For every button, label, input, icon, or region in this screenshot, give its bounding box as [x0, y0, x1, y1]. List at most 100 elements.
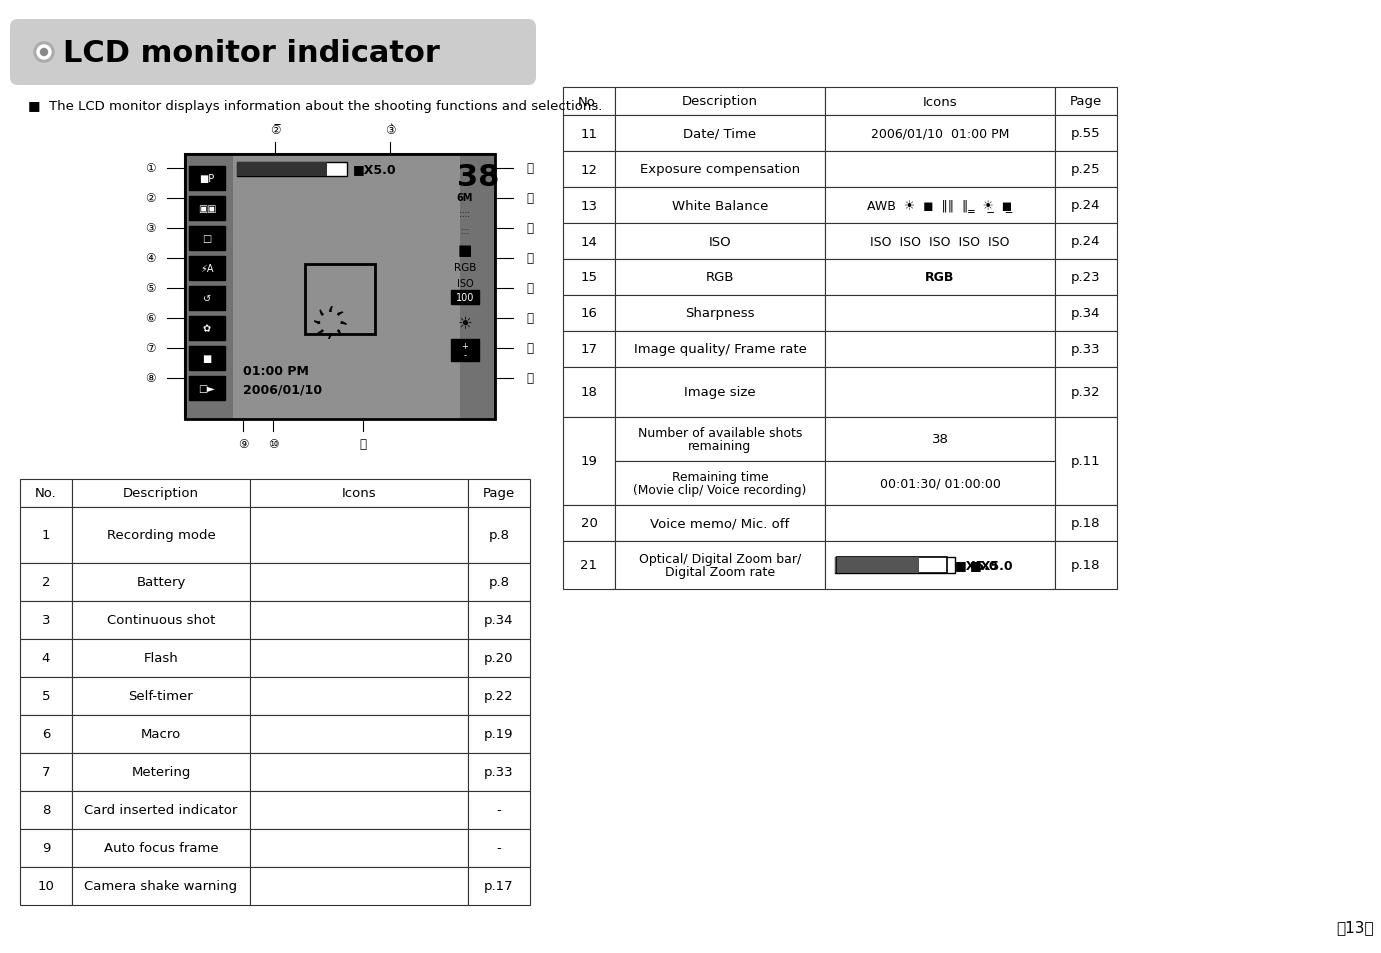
Bar: [452, 291, 479, 305]
Bar: [615, 116, 824, 152]
Text: 15: 15: [580, 272, 598, 284]
Bar: [824, 417, 1055, 461]
Bar: [72, 479, 250, 507]
Bar: [19, 678, 72, 716]
Text: p.24: p.24: [1072, 235, 1101, 248]
Text: 38: 38: [932, 433, 949, 446]
Text: -: -: [497, 841, 501, 855]
Text: 17: 17: [580, 343, 598, 356]
Text: LCD monitor indicator: LCD monitor indicator: [64, 38, 441, 68]
Bar: [468, 601, 530, 639]
Text: Camera shake warning: Camera shake warning: [84, 880, 238, 893]
Text: 100: 100: [456, 293, 474, 303]
Bar: [468, 639, 530, 678]
Bar: [250, 601, 468, 639]
Bar: [468, 829, 530, 867]
Text: 1: 1: [41, 529, 50, 542]
Text: :::: :::: [461, 227, 470, 235]
Bar: [72, 716, 250, 753]
Text: p.22: p.22: [485, 690, 514, 702]
Text: ⑫: ⑫: [526, 372, 533, 385]
Text: Icons: Icons: [341, 487, 376, 500]
Bar: [615, 541, 824, 589]
Bar: [615, 505, 824, 541]
Bar: [615, 188, 824, 224]
Text: 9: 9: [41, 841, 50, 855]
Text: -: -: [497, 803, 501, 817]
Bar: [1055, 188, 1117, 224]
Bar: [250, 753, 468, 791]
Bar: [19, 563, 72, 601]
Bar: [468, 563, 530, 601]
Text: 2006/01/10  01:00 PM: 2006/01/10 01:00 PM: [871, 128, 1010, 140]
Text: p.8: p.8: [489, 529, 510, 542]
Text: ⚡A: ⚡A: [200, 264, 214, 274]
Bar: [1055, 224, 1117, 260]
Bar: [824, 188, 1055, 224]
Text: Date/ Time: Date/ Time: [684, 128, 757, 140]
Text: ④: ④: [145, 253, 155, 265]
Bar: [305, 265, 376, 335]
Text: p.33: p.33: [1072, 343, 1101, 356]
Text: 11: 11: [580, 128, 598, 140]
Bar: [189, 287, 225, 311]
Bar: [185, 154, 494, 419]
Bar: [189, 376, 225, 400]
Bar: [563, 152, 615, 188]
Bar: [563, 224, 615, 260]
Bar: [1055, 368, 1117, 417]
Text: AWB  ☀  ◼  ‖‖  ‖‗  ☀̲  ◼̲: AWB ☀ ◼ ‖‖ ‖‗ ☀̲ ◼̲: [867, 199, 1012, 213]
Bar: [824, 152, 1055, 188]
Text: 16: 16: [580, 307, 598, 320]
Bar: [19, 601, 72, 639]
Bar: [250, 791, 468, 829]
Text: Description: Description: [123, 487, 199, 500]
Text: Auto focus frame: Auto focus frame: [104, 841, 218, 855]
Text: p.19: p.19: [485, 728, 514, 740]
Bar: [824, 368, 1055, 417]
Bar: [563, 260, 615, 295]
Bar: [250, 829, 468, 867]
Text: Continuous shot: Continuous shot: [106, 614, 215, 627]
FancyBboxPatch shape: [10, 20, 536, 86]
Bar: [563, 541, 615, 589]
Text: ■P: ■P: [199, 173, 214, 184]
Bar: [19, 829, 72, 867]
Bar: [1055, 88, 1117, 116]
Bar: [72, 639, 250, 678]
Text: p.55: p.55: [1072, 128, 1101, 140]
Text: ISO: ISO: [457, 278, 474, 289]
Text: 6: 6: [41, 728, 50, 740]
Circle shape: [40, 50, 47, 56]
Text: ✿: ✿: [203, 324, 211, 334]
Text: Page: Page: [1070, 95, 1102, 109]
Text: Recording mode: Recording mode: [106, 529, 215, 542]
Text: ③: ③: [145, 222, 155, 235]
Bar: [563, 188, 615, 224]
Text: p.23: p.23: [1072, 272, 1101, 284]
Bar: [19, 479, 72, 507]
Text: ■  The LCD monitor displays information about the shooting functions and selecti: ■ The LCD monitor displays information a…: [28, 100, 602, 112]
Text: 〈13〉: 〈13〉: [1337, 920, 1374, 935]
Bar: [824, 116, 1055, 152]
Text: Exposure compensation: Exposure compensation: [639, 163, 800, 176]
Text: ⑧: ⑧: [145, 372, 155, 385]
Text: Image quality/ Frame rate: Image quality/ Frame rate: [634, 343, 807, 356]
Text: 2006/01/10: 2006/01/10: [243, 384, 322, 396]
Text: remaining: remaining: [688, 439, 751, 453]
Bar: [185, 154, 494, 419]
Text: ■X5.0: ■X5.0: [354, 163, 396, 176]
Text: ⑦: ⑦: [145, 342, 155, 355]
Bar: [563, 417, 615, 505]
Text: Flash: Flash: [144, 652, 178, 665]
Bar: [19, 507, 72, 563]
Bar: [72, 867, 250, 905]
Text: ■: ■: [458, 243, 472, 257]
Text: 10: 10: [37, 880, 54, 893]
Bar: [19, 867, 72, 905]
Bar: [615, 152, 824, 188]
Bar: [19, 716, 72, 753]
Text: Icons: Icons: [923, 95, 957, 109]
Bar: [250, 867, 468, 905]
Bar: [615, 417, 824, 461]
